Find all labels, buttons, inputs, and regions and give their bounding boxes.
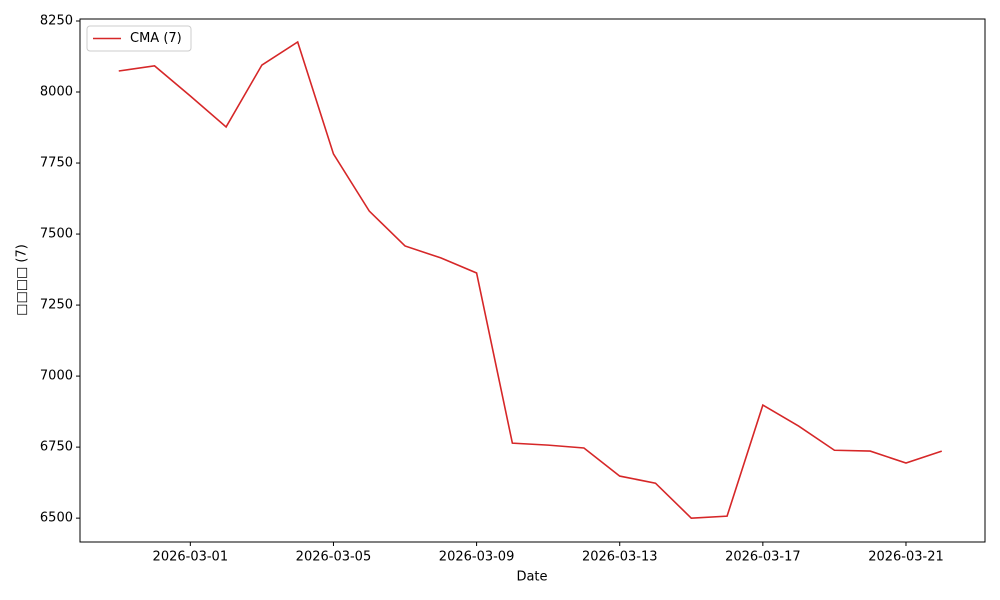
- x-tick-label: 2026-03-17: [725, 550, 801, 565]
- legend-label: CMA (7): [130, 31, 182, 46]
- line-series: [118, 40, 943, 519]
- x-tick-label: 2026-03-09: [439, 550, 515, 565]
- x-axis-label: Date: [516, 570, 547, 585]
- legend-box: [86, 25, 192, 52]
- y-tick-label: 6500: [40, 511, 73, 526]
- x-tick-label: 2026-03-05: [296, 550, 372, 565]
- y-tick-label: 8250: [40, 13, 73, 28]
- plot-frame: [79, 18, 986, 543]
- x-tick-label: 2026-03-01: [153, 550, 229, 565]
- x-tick-label: 2026-03-13: [582, 550, 658, 565]
- y-tick-label: 7500: [40, 227, 73, 242]
- y-tick-label: 7000: [40, 369, 73, 384]
- x-tick-label: 2026-03-21: [868, 550, 944, 565]
- y-tick-label: 7750: [40, 156, 73, 171]
- y-tick-label: 8000: [40, 85, 73, 100]
- y-tick-label: 7250: [40, 298, 73, 313]
- y-tick-label: 6750: [40, 440, 73, 455]
- y-axis-label: □□□□ (7): [15, 244, 30, 316]
- legend: CMA (7): [86, 25, 192, 52]
